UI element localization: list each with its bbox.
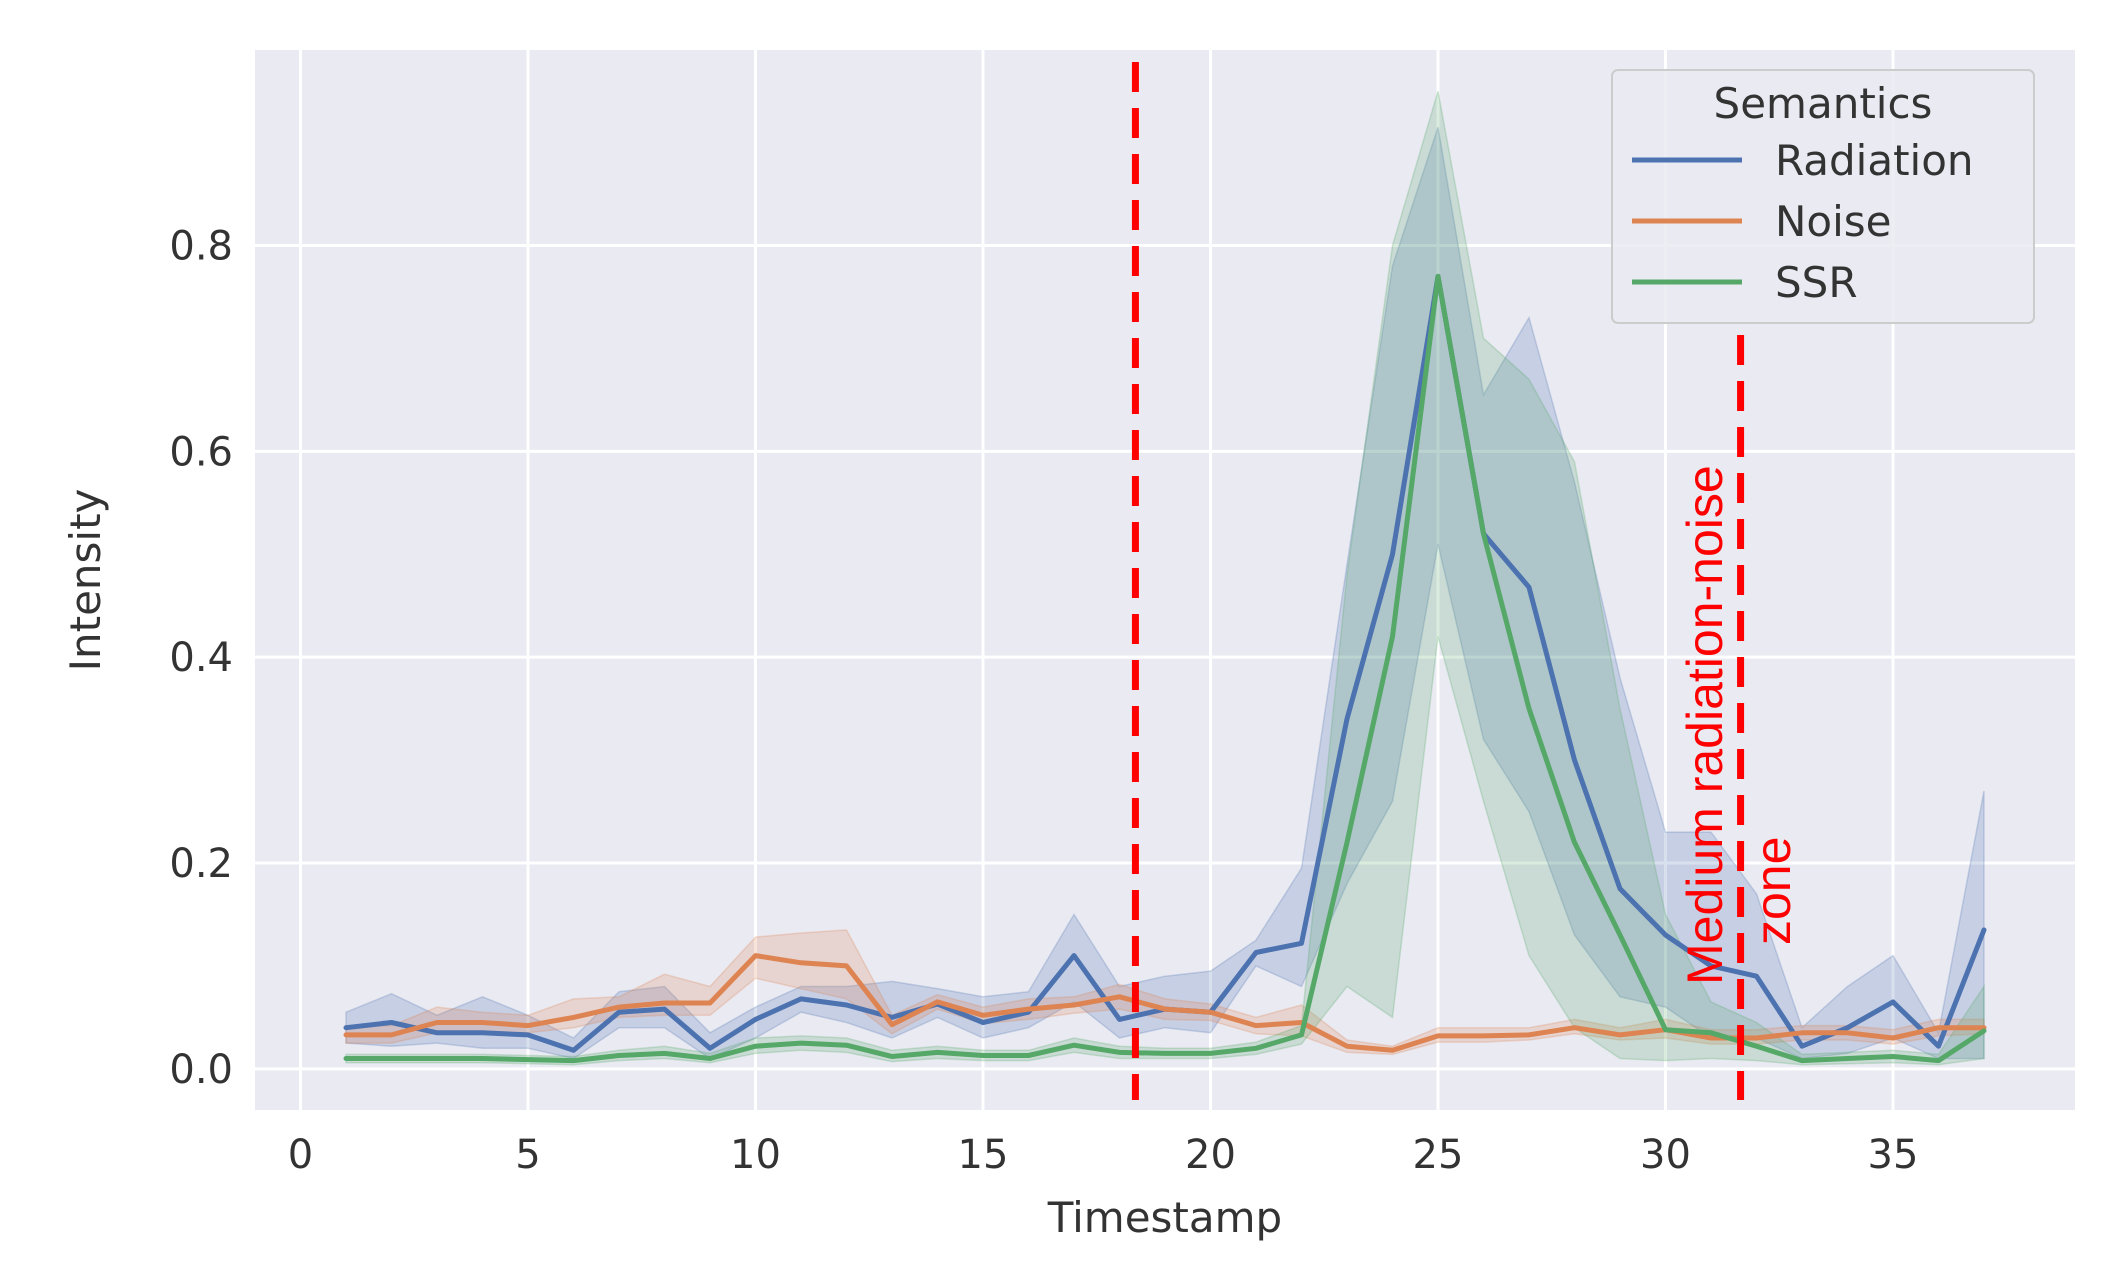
legend-box [1611, 69, 2035, 324]
annotation-line: zone [1745, 837, 1801, 945]
y-tick-label: 0.4 [169, 635, 233, 681]
series-lines [343, 273, 1987, 1064]
ci-band-radiation [345, 126, 1985, 1060]
y-tick-label: 0.8 [169, 224, 233, 270]
legend-label-noise: Noise [1775, 197, 1892, 246]
y-axis-ticks: 0.0 0.2 0.4 0.6 0.8 [169, 224, 233, 1093]
y-tick-label: 0.0 [169, 1047, 233, 1093]
x-tick-label: 30 [1640, 1132, 1691, 1178]
confidence-bands [345, 90, 1985, 1066]
series-line-noise [343, 953, 1987, 1053]
legend: Semantics Radiation Noise SSR [1611, 69, 2035, 324]
y-tick-label: 0.2 [169, 841, 233, 887]
y-axis-title: Intensity [61, 489, 110, 672]
legend-label-ssr: SSR [1775, 258, 1858, 307]
ci-band-ssr [345, 90, 1985, 1066]
x-tick-label: 0 [288, 1132, 313, 1178]
x-tick-label: 35 [1868, 1132, 1919, 1178]
x-tick-label: 10 [730, 1132, 781, 1178]
series-line-ssr [343, 273, 1987, 1064]
zone-annotation: Medium radiation-noise zone [1677, 465, 1801, 985]
x-axis-ticks: 0 5 10 15 20 25 30 35 [288, 1132, 1919, 1178]
x-tick-label: 15 [958, 1132, 1009, 1178]
x-tick-label: 20 [1185, 1132, 1236, 1178]
x-tick-label: 25 [1413, 1132, 1464, 1178]
legend-label-radiation: Radiation [1775, 136, 1974, 185]
x-tick-label: 5 [515, 1132, 540, 1178]
y-tick-label: 0.6 [169, 429, 233, 475]
legend-title: Semantics [1714, 79, 1933, 128]
annotation-line: Medium radiation-noise [1677, 465, 1733, 985]
reference-lines [1131, 62, 1745, 1100]
x-axis-title: Timestamp [1047, 1193, 1282, 1242]
